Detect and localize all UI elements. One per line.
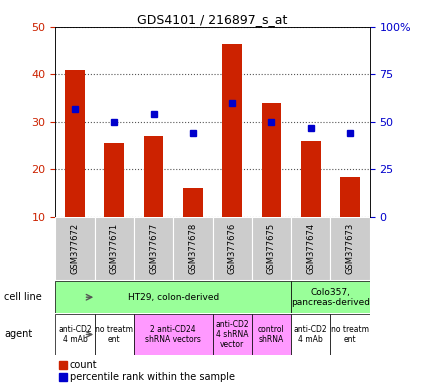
Text: Colo357,
pancreas-derived: Colo357, pancreas-derived	[291, 288, 370, 307]
Bar	[340, 177, 360, 217]
Bar	[55, 217, 94, 280]
Bar	[291, 281, 370, 313]
Bar	[291, 217, 331, 280]
Bar	[105, 143, 124, 217]
Text: no treatm
ent: no treatm ent	[331, 325, 369, 344]
Bar	[134, 314, 212, 355]
Bar	[65, 70, 85, 217]
Text: GSM377677: GSM377677	[149, 223, 158, 274]
Bar	[222, 43, 242, 217]
Bar	[55, 281, 291, 313]
Bar	[94, 314, 134, 355]
Text: agent: agent	[4, 329, 32, 339]
Text: cell line: cell line	[4, 292, 42, 302]
Title: GDS4101 / 216897_s_at: GDS4101 / 216897_s_at	[137, 13, 288, 26]
Bar	[331, 217, 370, 280]
Text: GSM377671: GSM377671	[110, 223, 119, 274]
Bar	[212, 217, 252, 280]
Text: 2 anti-CD24
shRNA vectors: 2 anti-CD24 shRNA vectors	[145, 325, 201, 344]
Text: GSM377674: GSM377674	[306, 223, 315, 274]
Bar	[134, 217, 173, 280]
Bar	[212, 314, 252, 355]
Bar	[252, 314, 291, 355]
Bar	[331, 314, 370, 355]
Bar	[55, 314, 94, 355]
Text: no treatm
ent: no treatm ent	[95, 325, 133, 344]
Text: HT29, colon-derived: HT29, colon-derived	[128, 293, 219, 302]
Text: GSM377673: GSM377673	[346, 223, 354, 274]
Text: anti-CD2
4 shRNA
vector: anti-CD2 4 shRNA vector	[215, 319, 249, 349]
Bar	[94, 217, 134, 280]
Text: anti-CD2
4 mAb: anti-CD2 4 mAb	[294, 325, 328, 344]
Bar	[291, 314, 331, 355]
Legend: count, percentile rank within the sample: count, percentile rank within the sample	[60, 360, 235, 382]
Text: anti-CD2
4 mAb: anti-CD2 4 mAb	[58, 325, 92, 344]
Text: GSM377672: GSM377672	[71, 223, 79, 274]
Text: GSM377676: GSM377676	[228, 223, 237, 274]
Bar	[301, 141, 320, 217]
Text: GSM377678: GSM377678	[188, 223, 197, 274]
Bar	[252, 217, 291, 280]
Bar	[144, 136, 163, 217]
Bar	[183, 189, 203, 217]
Bar	[262, 103, 281, 217]
Text: GSM377675: GSM377675	[267, 223, 276, 274]
Bar	[173, 217, 212, 280]
Text: control
shRNA: control shRNA	[258, 325, 285, 344]
